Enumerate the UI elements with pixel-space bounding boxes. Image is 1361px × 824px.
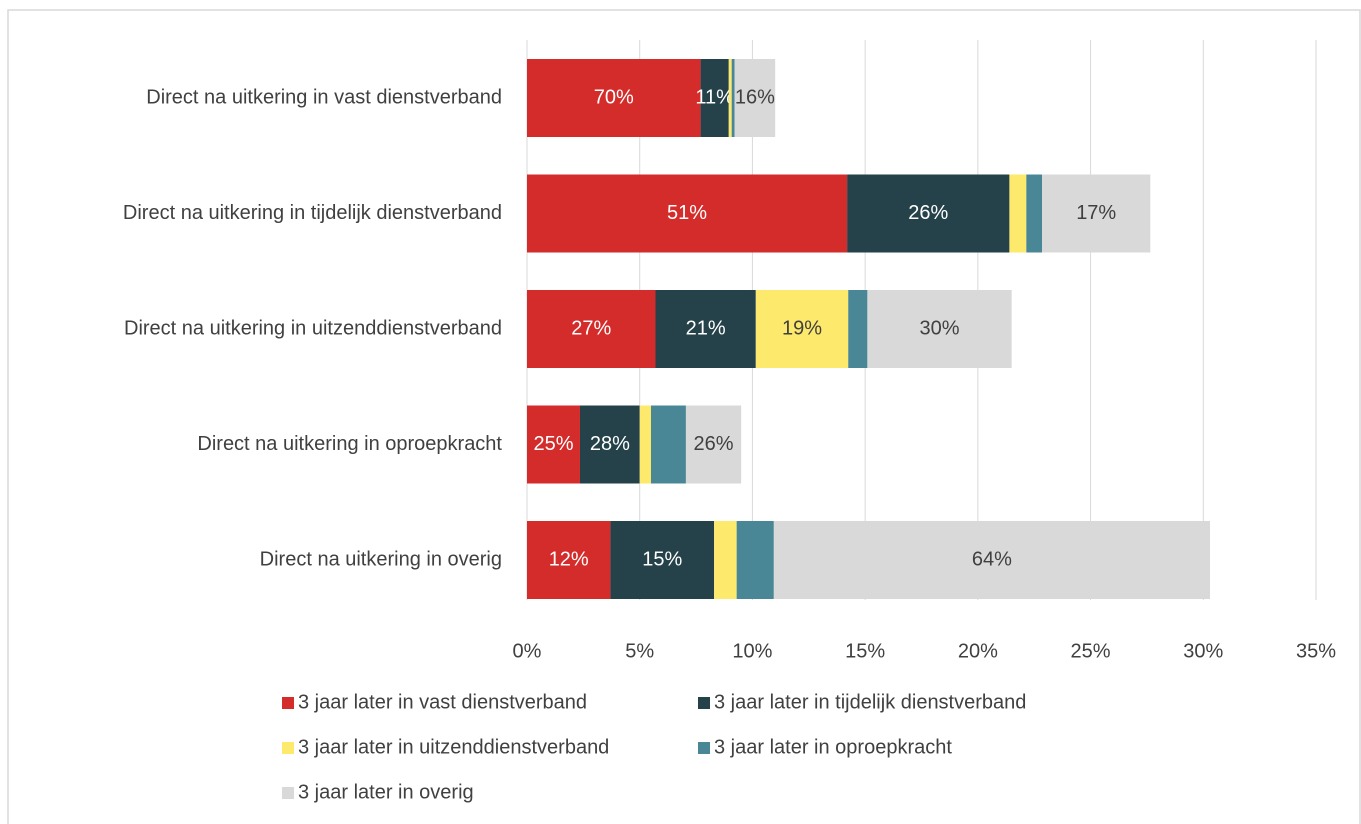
segment-label: 11% (695, 86, 734, 108)
bar-segment (527, 174, 848, 253)
bar-segment (527, 290, 656, 368)
segment-label: 64% (972, 548, 1012, 570)
legend-label: 3 jaar later in vast dienstverband (298, 691, 587, 713)
category-label: Direct na uitkering in tijdelijk dienstv… (123, 202, 502, 224)
segment-label: 19% (782, 317, 822, 339)
legend-label: 3 jaar later in oproepkracht (714, 736, 952, 758)
category-label: Direct na uitkering in overig (260, 548, 502, 570)
x-tick-label: 35% (1296, 640, 1336, 662)
legend-label: 3 jaar later in uitzenddienstverband (298, 736, 609, 758)
category-label: Direct na uitkering in oproepkracht (197, 433, 502, 455)
category-label: Direct na uitkering in vast dienstverban… (146, 86, 502, 108)
segment-label: 28% (590, 433, 630, 455)
bar-segment (610, 521, 715, 599)
segment-label: 21% (686, 317, 726, 339)
bar-segment (1042, 174, 1151, 253)
bar-segment (527, 59, 701, 137)
segment-label: 51% (667, 202, 707, 224)
segment-label: 25% (533, 433, 573, 455)
bar-segment (731, 59, 735, 137)
legend-swatch (282, 697, 294, 709)
x-tick-label: 20% (958, 640, 998, 662)
x-tick-label: 10% (732, 640, 772, 662)
bar-segment (714, 521, 737, 599)
x-tick-label: 25% (1071, 640, 1111, 662)
bar-segment (650, 405, 686, 484)
x-tick-label: 30% (1183, 640, 1223, 662)
segment-label: 16% (735, 86, 775, 108)
bar-segment (847, 174, 1010, 253)
segment-label: 26% (694, 433, 734, 455)
bar-segment (755, 290, 849, 368)
bar-segment (848, 290, 868, 368)
x-tick-label: 0% (513, 640, 542, 662)
segment-label: 12% (549, 548, 589, 570)
segment-label: 30% (920, 317, 960, 339)
bar-segment (639, 405, 651, 484)
legend-swatch (698, 742, 710, 754)
bar-segment (773, 521, 1211, 599)
bar-segment (867, 290, 1012, 368)
bar-segment (1026, 174, 1043, 253)
legend-label: 3 jaar later in overig (298, 781, 474, 803)
bar-segment (728, 59, 732, 137)
segment-label: 26% (908, 202, 948, 224)
bar-segment (685, 405, 742, 484)
segment-label: 27% (571, 317, 611, 339)
bar-segment (1009, 174, 1027, 253)
legend-label: 3 jaar later in tijdelijk dienstverband (714, 691, 1026, 713)
bar-segment (700, 59, 729, 137)
bar-segment (736, 521, 774, 599)
segment-label: 17% (1076, 202, 1116, 224)
category-label: Direct na uitkering in uitzenddienstverb… (124, 317, 502, 339)
bar-segment (579, 405, 640, 484)
segment-label: 15% (642, 548, 682, 570)
bar-segment (527, 405, 580, 484)
x-tick-label: 5% (625, 640, 654, 662)
bar-segment (527, 521, 611, 599)
x-tick-label: 15% (845, 640, 885, 662)
legend-swatch (282, 742, 294, 754)
bar-segment (655, 290, 756, 368)
legend-swatch (698, 697, 710, 709)
segment-label: 70% (594, 86, 634, 108)
bar-segment (734, 59, 776, 137)
legend-swatch (282, 787, 294, 799)
